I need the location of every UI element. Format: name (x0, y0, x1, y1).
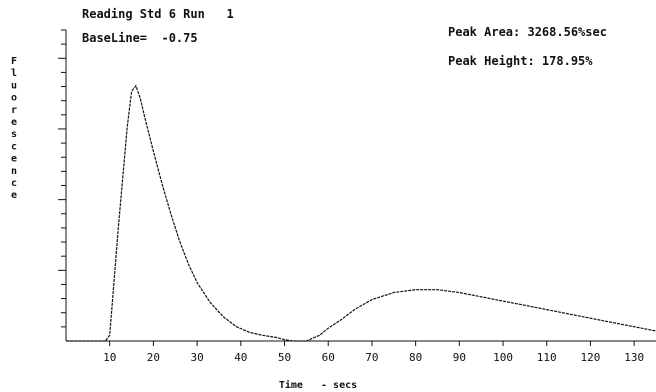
series-line (66, 84, 656, 342)
x-tick-label: 60 (322, 351, 335, 364)
x-tick-label: 90 (453, 351, 466, 364)
y-axis-label-letter: s (11, 129, 17, 140)
y-axis-label-letter: u (11, 80, 17, 91)
x-tick-label: 20 (147, 351, 160, 364)
y-axis-label-letter: e (11, 190, 17, 201)
peak-height-annotation: Peak Height: 178.95% (448, 54, 593, 68)
x-tick-label: 120 (581, 351, 601, 364)
peak-area-annotation: Peak Area: 3268.56%sec (448, 25, 607, 39)
x-tick-label: 110 (537, 351, 557, 364)
x-tick-label: 130 (624, 351, 644, 364)
chart-title-line-1: Reading Std 6 Run 1 (82, 7, 234, 21)
x-tick-label: 70 (365, 351, 378, 364)
y-axis-label-letter: F (11, 56, 17, 67)
x-tick-label: 80 (409, 351, 422, 364)
y-axis-label-letter: o (11, 93, 17, 104)
y-axis-label-letter: e (11, 154, 17, 165)
x-tick-label: 100 (493, 351, 513, 364)
y-axis-label-letter: e (11, 117, 17, 128)
x-axis-label: Time - secs (279, 379, 357, 391)
x-tick-label: 30 (190, 351, 203, 364)
y-axis-label-letter: c (11, 141, 17, 152)
y-axis-label-letter: l (11, 68, 17, 79)
y-axis-label-letter: n (11, 166, 17, 177)
y-axis-label-letter: c (11, 178, 17, 189)
x-tick-label: 50 (278, 351, 291, 364)
y-axis-ticks (58, 29, 66, 328)
y-axis-label-letter: r (11, 105, 17, 116)
series-group (66, 84, 656, 342)
x-axis-ticks: 10 20 30 40 50 60 70 80 90 100 110 120 130 (103, 341, 644, 364)
x-tick-label: 10 (103, 351, 116, 364)
chart-title-line-2: BaseLine= -0.75 (82, 31, 198, 45)
x-tick-label: 40 (234, 351, 247, 364)
